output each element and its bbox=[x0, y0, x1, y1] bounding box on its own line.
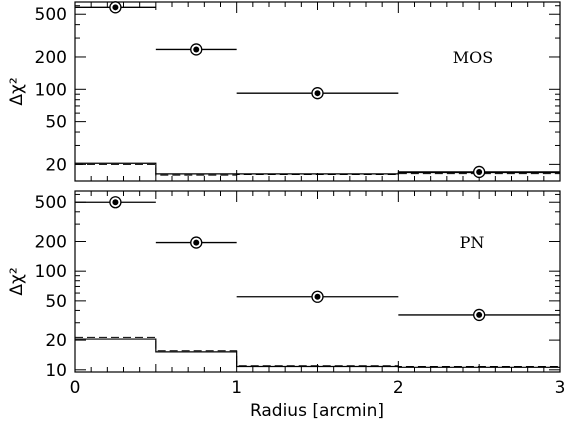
data-point bbox=[476, 168, 483, 175]
x-tick-label: 3 bbox=[555, 378, 566, 398]
y-tick-label: 200 bbox=[35, 232, 67, 252]
panel-label: PN bbox=[460, 233, 485, 252]
mos-panel: 20 50 100 200 500 MOS Δχ² bbox=[7, 1, 561, 182]
pn-panel: 10 20 50 100 200 500 0 1 2 3 PN Δχ² bbox=[7, 190, 566, 398]
data-point bbox=[112, 199, 119, 206]
y-tick-label: 500 bbox=[35, 193, 67, 213]
y-tick-label: 20 bbox=[45, 155, 67, 175]
y-tick-label: 100 bbox=[35, 80, 67, 100]
y-tick-label: 50 bbox=[45, 292, 67, 312]
y-tick-label: 10 bbox=[45, 361, 67, 381]
data-point bbox=[193, 46, 200, 53]
dashed-step-line bbox=[75, 163, 560, 176]
plot-frame bbox=[74, 190, 561, 373]
solid-step-line bbox=[75, 162, 560, 175]
solid-step-line bbox=[75, 338, 560, 368]
data-point bbox=[193, 239, 200, 246]
data-point bbox=[314, 293, 321, 300]
dashed-step-line bbox=[75, 336, 560, 368]
x-tick-label: 1 bbox=[231, 378, 242, 398]
y-tick-label: 20 bbox=[45, 331, 67, 351]
data-point bbox=[112, 4, 119, 11]
y-tick-label: 500 bbox=[35, 5, 67, 25]
data-point bbox=[314, 90, 321, 97]
y-axis-title: Δχ² bbox=[7, 267, 27, 295]
y-tick-label: 50 bbox=[45, 113, 67, 133]
y-tick-label: 100 bbox=[35, 262, 67, 282]
y-tick-label: 200 bbox=[35, 48, 67, 68]
x-axis-title: Radius [arcmin] bbox=[250, 401, 384, 421]
data-point bbox=[476, 311, 483, 318]
y-axis-title: Δχ² bbox=[7, 77, 27, 105]
x-tick-label: 2 bbox=[393, 378, 404, 398]
x-tick-label: 0 bbox=[70, 378, 81, 398]
panel-label: MOS bbox=[453, 48, 493, 67]
